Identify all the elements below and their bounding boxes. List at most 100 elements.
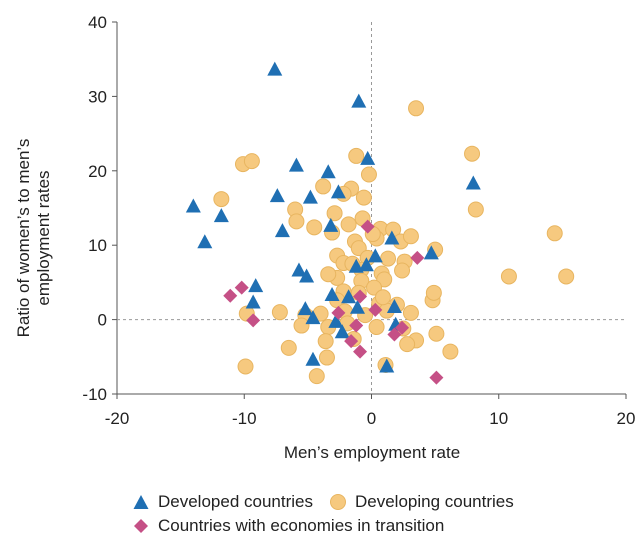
legend-item-transition: Countries with economies in transition bbox=[132, 516, 444, 536]
developing-country-point bbox=[348, 147, 365, 164]
developing-country-point bbox=[428, 325, 445, 342]
legend-row-1: Developed countries Developing countries bbox=[132, 490, 632, 514]
legend-label-developing: Developing countries bbox=[354, 492, 514, 511]
legend-item-developing: Developing countries bbox=[329, 492, 514, 512]
developing-country-point bbox=[394, 262, 411, 279]
developed-country-point bbox=[386, 298, 402, 313]
developing-country-point bbox=[326, 205, 343, 222]
developing-country-point bbox=[500, 268, 517, 285]
developing-country-point bbox=[380, 250, 397, 267]
transition-country-point bbox=[353, 289, 368, 304]
developed-country-point bbox=[274, 223, 290, 238]
y-tick-label: 0 bbox=[98, 311, 107, 330]
developing-country-point bbox=[271, 304, 288, 321]
developed-country-point bbox=[269, 188, 285, 203]
x-tick-label: 10 bbox=[489, 409, 508, 428]
developing-country-point bbox=[546, 225, 563, 242]
developing-country-point bbox=[315, 178, 332, 195]
developing-country-point bbox=[464, 145, 481, 162]
y-tick-label: 40 bbox=[88, 13, 107, 32]
legend-row-2: Countries with economies in transition bbox=[132, 514, 632, 538]
transition-country-point bbox=[246, 313, 261, 328]
transition-country-point bbox=[344, 334, 359, 349]
developed-country-point bbox=[341, 289, 357, 304]
developed-country-point bbox=[330, 184, 346, 199]
developing-country-point bbox=[399, 336, 416, 353]
developing-country-point bbox=[368, 319, 385, 336]
developed-country-point bbox=[379, 358, 395, 373]
legend-label-developed: Developed countries bbox=[158, 492, 313, 511]
axes: 40 30 20 10 0 -10 -20 -10 0 10 20 bbox=[82, 13, 635, 428]
developed-country-point bbox=[305, 351, 321, 366]
developed-country-point bbox=[297, 301, 313, 316]
legend-item-developed: Developed countries bbox=[132, 492, 313, 512]
y-axis-title: Ratio of women’s to men’s bbox=[14, 139, 33, 338]
developing-country-point bbox=[317, 333, 334, 350]
x-axis-title: Men’s employment rate bbox=[284, 443, 460, 462]
developing-country-point bbox=[306, 219, 323, 236]
x-tick-label: 0 bbox=[367, 409, 376, 428]
developed-country-point bbox=[267, 61, 283, 76]
y-tick-label: 20 bbox=[88, 162, 107, 181]
transition-country-point bbox=[410, 250, 425, 265]
developed-country-point bbox=[360, 150, 376, 165]
developed-country-point bbox=[213, 208, 229, 223]
developing-country-point bbox=[442, 343, 459, 360]
developing-country-point bbox=[320, 266, 337, 283]
developed-country-point bbox=[367, 248, 383, 263]
developing-country-point bbox=[402, 228, 419, 245]
series-circle bbox=[213, 100, 575, 385]
developing-country-point bbox=[425, 284, 442, 301]
transition-country-point bbox=[395, 320, 410, 335]
developed-country-point bbox=[302, 189, 318, 204]
developed-country-point bbox=[288, 157, 304, 172]
developed-country-point bbox=[305, 310, 321, 325]
legend-label-transition: Countries with economies in transition bbox=[158, 516, 445, 535]
developing-country-point bbox=[374, 289, 391, 306]
developing-country-point bbox=[213, 191, 230, 208]
developed-country-point bbox=[291, 262, 307, 277]
developed-country-point bbox=[299, 268, 315, 283]
y-tick-label: 30 bbox=[88, 87, 107, 106]
developing-country-point bbox=[308, 368, 325, 385]
developing-country-point bbox=[293, 317, 310, 334]
legend: Developed countries Developing countries… bbox=[132, 490, 632, 538]
y-tick-label: -10 bbox=[82, 385, 107, 404]
developing-country-point bbox=[280, 339, 297, 356]
developing-country-point bbox=[340, 216, 357, 233]
developed-country-point bbox=[323, 217, 339, 232]
developing-country-point bbox=[558, 268, 575, 285]
developing-country-point bbox=[318, 349, 335, 366]
developed-country-point bbox=[423, 245, 439, 260]
developed-country-point bbox=[384, 230, 400, 245]
developed-country-point bbox=[358, 257, 374, 272]
diamond-icon bbox=[134, 519, 148, 533]
developed-country-point bbox=[197, 234, 213, 249]
developed-country-point bbox=[328, 313, 344, 328]
x-tick-label: -10 bbox=[232, 409, 257, 428]
developed-country-point bbox=[185, 198, 201, 213]
developed-country-point bbox=[324, 287, 340, 302]
developed-country-point bbox=[320, 164, 336, 179]
triangle-icon bbox=[133, 495, 149, 509]
developing-country-point bbox=[243, 153, 260, 170]
developing-country-point bbox=[237, 358, 254, 375]
transition-country-point bbox=[234, 280, 249, 295]
transition-country-point bbox=[360, 219, 375, 234]
x-tick-label: -20 bbox=[105, 409, 130, 428]
transition-country-point bbox=[223, 288, 238, 303]
developed-country-point bbox=[351, 93, 367, 108]
developing-country-point bbox=[355, 189, 372, 206]
developed-country-point bbox=[334, 324, 350, 339]
y-axis-title-line-2: employment rates bbox=[34, 170, 53, 305]
circle-icon bbox=[329, 494, 346, 510]
transition-country-point bbox=[331, 305, 346, 320]
developing-country-point bbox=[408, 100, 425, 117]
transition-country-point bbox=[387, 327, 402, 342]
data-points bbox=[185, 61, 575, 385]
developing-country-point bbox=[360, 166, 377, 183]
scatter-chart: 40 30 20 10 0 -10 -20 -10 0 10 20 Ratio of women’s… bbox=[14, 13, 635, 462]
transition-country-point bbox=[353, 344, 368, 359]
developing-country-point bbox=[288, 213, 305, 230]
x-tick-label: 20 bbox=[617, 409, 636, 428]
